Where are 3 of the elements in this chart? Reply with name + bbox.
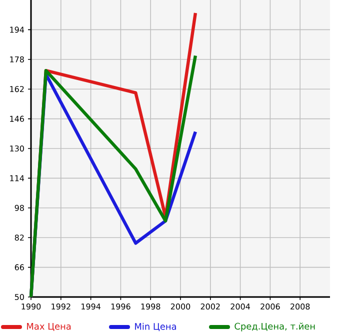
legend-label: Max Цена xyxy=(27,323,71,331)
legend-label: Min Цена xyxy=(135,322,176,332)
legend-label: Сред.Цена, т.йен xyxy=(234,322,315,332)
